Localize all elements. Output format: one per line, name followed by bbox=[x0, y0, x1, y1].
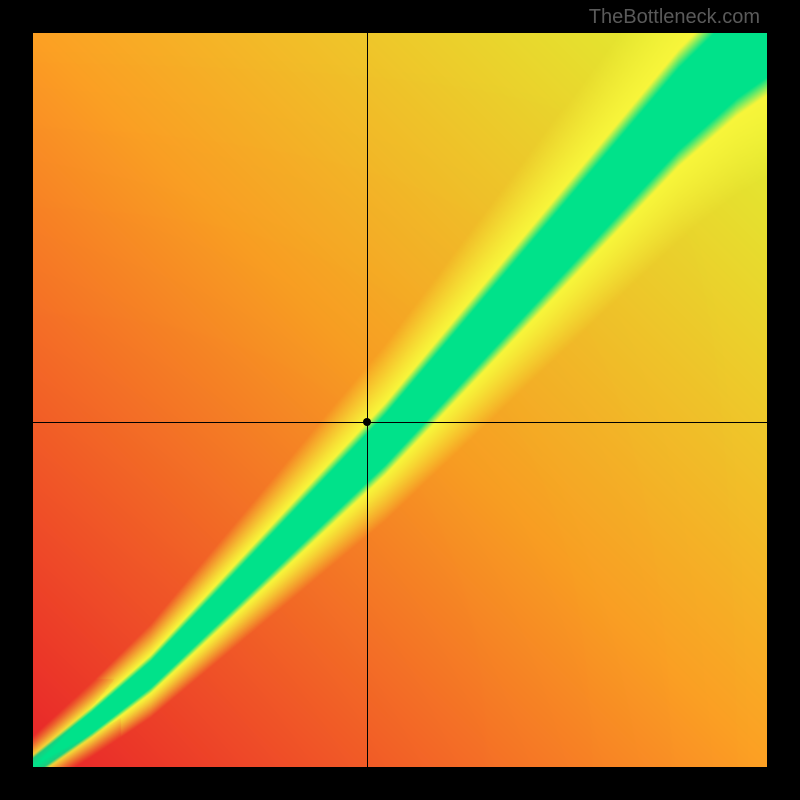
marker-dot bbox=[363, 418, 371, 426]
watermark-text: TheBottleneck.com bbox=[589, 6, 760, 29]
heatmap-plot bbox=[33, 33, 767, 767]
crosshair-horizontal bbox=[33, 422, 767, 423]
crosshair-vertical bbox=[367, 33, 368, 767]
heatmap-canvas bbox=[33, 33, 767, 767]
